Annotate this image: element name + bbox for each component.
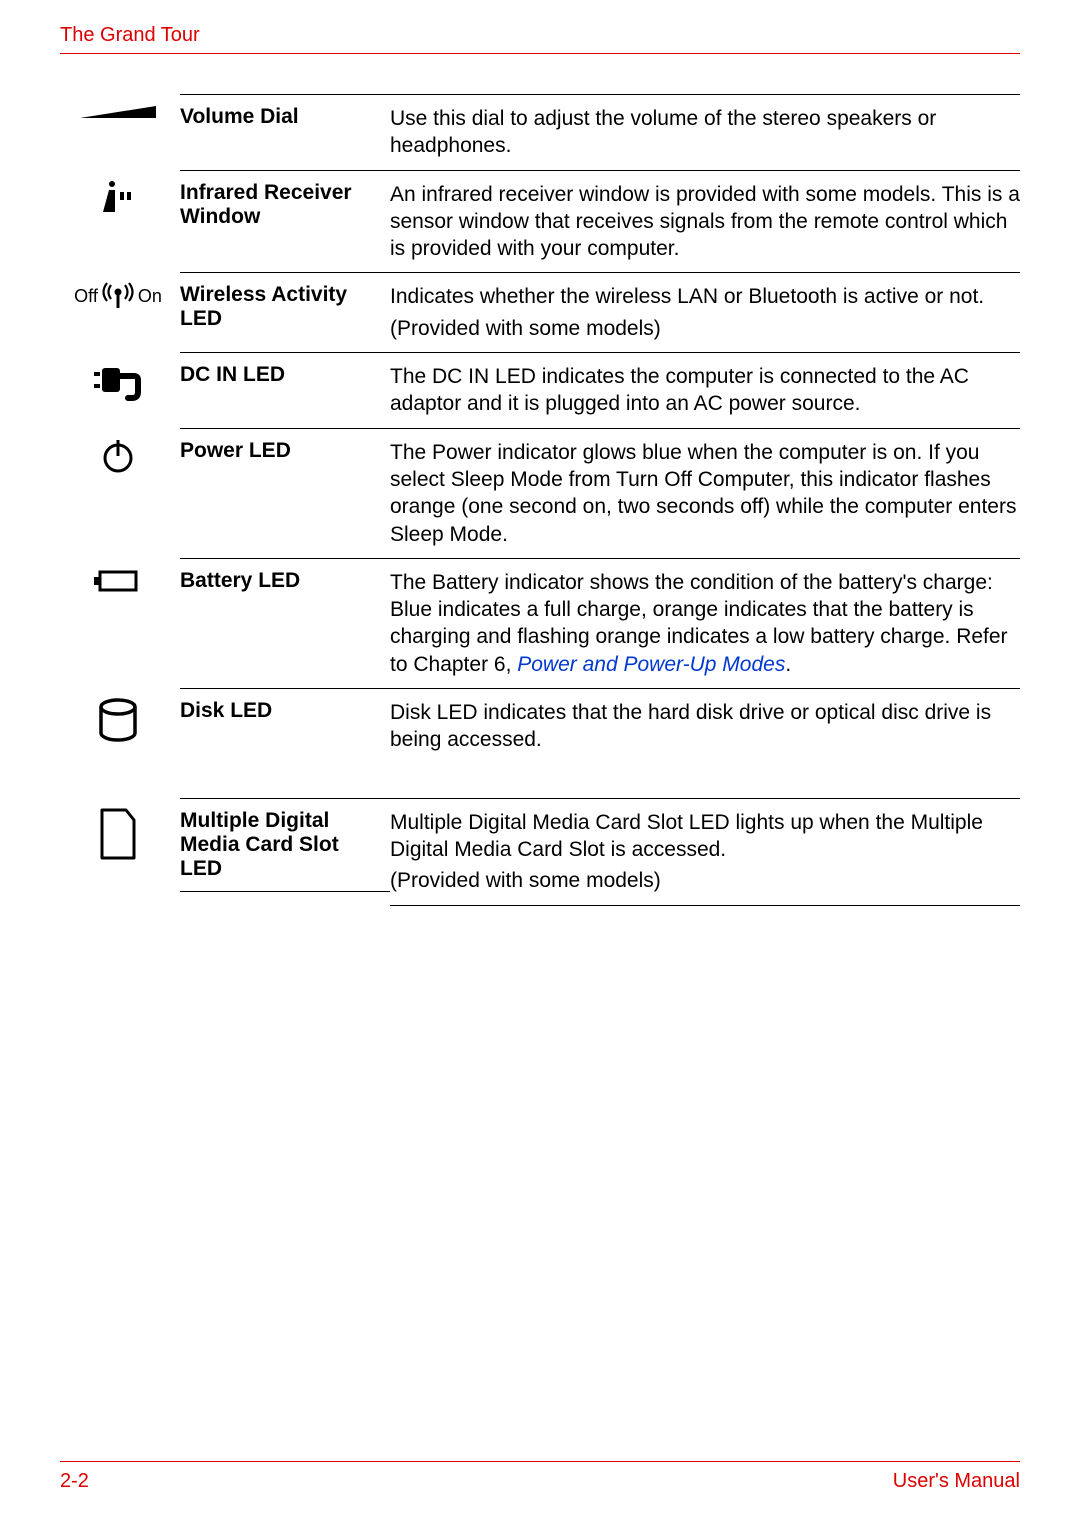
- wireless-led-icon: Off On: [60, 272, 180, 320]
- row-description: The Power indicator glows blue when the …: [390, 428, 1020, 558]
- description-after: .: [785, 653, 791, 676]
- ir-receiver-icon: [60, 170, 180, 226]
- row-description: Multiple Digital Media Card Slot LED lig…: [390, 798, 1020, 906]
- row-label: Power LED: [180, 428, 390, 473]
- row-label: Multiple Digital Media Card Slot LED: [180, 798, 390, 892]
- description-note: (Provided with some models): [390, 867, 1020, 894]
- row-description: Disk LED indicates that the hard disk dr…: [390, 688, 1020, 798]
- description-note: (Provided with some models): [390, 315, 1020, 342]
- table-row: Battery LED The Battery indicator shows …: [60, 558, 1020, 688]
- description-text: The DC IN LED indicates the computer is …: [390, 365, 969, 415]
- wireless-off-label: Off: [74, 286, 98, 307]
- row-label: Battery LED: [180, 558, 390, 603]
- dc-in-icon: [60, 352, 180, 412]
- row-description: The DC IN LED indicates the computer is …: [390, 352, 1020, 428]
- power-icon: [60, 428, 180, 484]
- battery-icon: [60, 558, 180, 604]
- media-card-icon: [60, 798, 180, 870]
- description-text: Use this dial to adjust the volume of th…: [390, 107, 936, 157]
- table-row: Disk LED Disk LED indicates that the har…: [60, 688, 1020, 798]
- description-text: Multiple Digital Media Card Slot LED lig…: [390, 811, 983, 861]
- row-label: Disk LED: [180, 688, 390, 767]
- table-row: Infrared Receiver Window An infrared rec…: [60, 170, 1020, 273]
- disk-icon: [60, 688, 180, 786]
- row-label: Volume Dial: [180, 94, 390, 139]
- volume-dial-icon: [60, 94, 180, 134]
- table-row: Power LED The Power indicator glows blue…: [60, 428, 1020, 558]
- table-row: Multiple Digital Media Card Slot LED Mul…: [60, 798, 1020, 906]
- description-text: The Power indicator glows blue when the …: [390, 441, 1016, 546]
- description-text: Disk LED indicates that the hard disk dr…: [390, 701, 991, 751]
- description-text: Indicates whether the wireless LAN or Bl…: [390, 285, 984, 308]
- header-title: The Grand Tour: [60, 24, 200, 46]
- wireless-on-label: On: [138, 286, 162, 307]
- power-modes-link[interactable]: Power and Power-Up Modes: [517, 653, 785, 676]
- row-description: An infrared receiver window is provided …: [390, 170, 1020, 273]
- indicator-table: Volume Dial Use this dial to adjust the …: [60, 94, 1020, 906]
- table-row: Volume Dial Use this dial to adjust the …: [60, 94, 1020, 170]
- row-label: Infrared Receiver Window: [180, 170, 390, 239]
- row-description: Indicates whether the wireless LAN or Bl…: [390, 272, 1020, 352]
- row-description: Use this dial to adjust the volume of th…: [390, 94, 1020, 170]
- manual-label: User's Manual: [893, 1470, 1020, 1493]
- row-label: Wireless Activity LED: [180, 272, 390, 341]
- page-header: The Grand Tour: [60, 24, 1020, 54]
- row-label: DC IN LED: [180, 352, 390, 397]
- page-footer: 2-2 User's Manual: [60, 1461, 1020, 1493]
- table-row: Off On Wireless Activity LED Indicates w…: [60, 272, 1020, 352]
- row-description: The Battery indicator shows the conditio…: [390, 558, 1020, 688]
- table-row: DC IN LED The DC IN LED indicates the co…: [60, 352, 1020, 428]
- description-text: An infrared receiver window is provided …: [390, 183, 1020, 261]
- page-number: 2-2: [60, 1470, 89, 1493]
